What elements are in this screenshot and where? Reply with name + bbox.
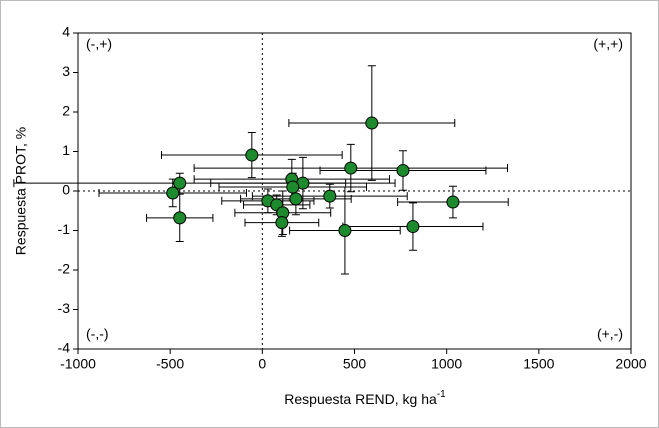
- y-axis-label: Respuesta PROT, %: [13, 127, 29, 255]
- point: [323, 189, 337, 203]
- point: [396, 163, 410, 177]
- y-tick-label: -4: [58, 340, 71, 356]
- quadrant-label: (-,-): [86, 326, 109, 342]
- y-tick-label: 3: [62, 63, 70, 79]
- point: [289, 192, 303, 206]
- y-tick-label: -1: [58, 221, 71, 237]
- point: [446, 195, 460, 209]
- point: [406, 220, 420, 234]
- point: [166, 186, 180, 200]
- point: [245, 148, 259, 162]
- x-tick-label: 0: [258, 356, 266, 372]
- point: [173, 211, 187, 225]
- point: [338, 224, 352, 237]
- quadrant-label: (-,+): [86, 36, 112, 52]
- y-tick-label: 0: [62, 182, 70, 198]
- y-tick-label: 1: [62, 142, 70, 158]
- point: [173, 176, 187, 190]
- x-axis-label: Respuesta REND, kg ha-1: [284, 389, 446, 407]
- x-tick-label: 2000: [615, 356, 646, 372]
- point: [275, 216, 289, 230]
- x-label-text: Respuesta REND, kg ha: [284, 391, 437, 407]
- y-tick-label: -2: [58, 261, 71, 277]
- y-tick-label: 4: [62, 24, 70, 40]
- x-tick-label: -500: [156, 356, 184, 372]
- y-tick-label: -3: [58, 300, 71, 316]
- point: [344, 161, 358, 175]
- point: [365, 116, 379, 130]
- x-tick-label: 1000: [431, 356, 462, 372]
- x-tick-label: 1500: [523, 356, 554, 372]
- x-tick-label: 500: [343, 356, 367, 372]
- point: [286, 180, 300, 194]
- quadrant-label: (+,-): [597, 326, 623, 342]
- x-label-sup: -1: [437, 389, 446, 400]
- x-tick-label: -1000: [60, 356, 96, 372]
- quadrant-label: (+,+): [593, 36, 623, 52]
- y-tick-label: 2: [62, 103, 70, 119]
